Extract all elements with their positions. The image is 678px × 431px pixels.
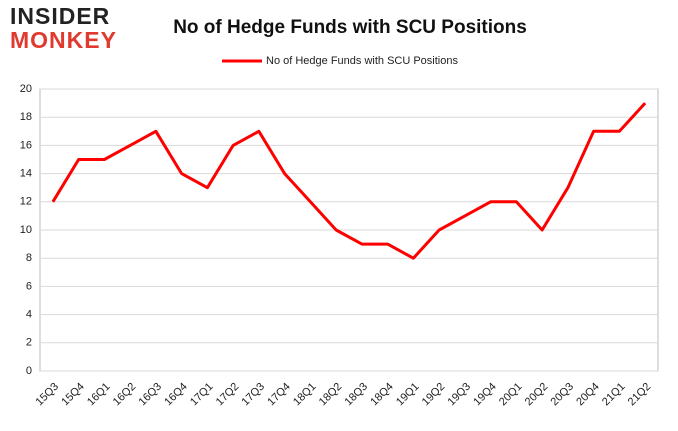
y-tick-label: 20 (20, 83, 32, 95)
chart-title: No of Hedge Funds with SCU Positions (173, 17, 527, 38)
x-tick-label: 16Q2 (111, 381, 139, 409)
x-tick-label: 18Q4 (368, 381, 396, 409)
x-tick-label: 18Q2 (317, 381, 345, 409)
x-tick-label: 19Q4 (471, 381, 499, 409)
y-tick-label: 18 (20, 111, 32, 123)
y-tick-label: 4 (26, 309, 32, 321)
x-tick-label: 18Q1 (291, 381, 319, 409)
x-tick-label: 15Q4 (59, 381, 87, 409)
x-tick-label: 17Q3 (240, 381, 268, 409)
y-tick-label: 14 (20, 168, 32, 180)
x-tick-label: 17Q1 (188, 381, 216, 409)
y-tick-label: 0 (26, 365, 32, 377)
x-tick-label: 18Q3 (343, 381, 371, 409)
y-tick-label: 2 (26, 337, 32, 349)
x-tick-label: 16Q4 (162, 381, 190, 409)
y-tick-label: 6 (26, 280, 32, 292)
y-tick-label: 10 (20, 224, 32, 236)
x-tick-label: 19Q1 (394, 381, 422, 409)
y-tick-label: 16 (20, 139, 32, 151)
logo-line1: INSIDER (10, 3, 110, 29)
x-tick-label: 20Q2 (523, 381, 551, 409)
x-tick-label: 15Q3 (34, 381, 62, 409)
x-tick-label: 20Q4 (574, 381, 602, 409)
data-line (51, 102, 647, 260)
legend-label: No of Hedge Funds with SCU Positions (266, 55, 458, 67)
y-tick-label: 12 (20, 196, 32, 208)
x-tick-label: 20Q1 (497, 381, 525, 409)
x-tick-label: 17Q4 (265, 381, 293, 409)
x-tick-label: 17Q2 (214, 381, 242, 409)
x-tick-label: 19Q2 (420, 381, 448, 409)
x-tick-label: 16Q3 (137, 381, 165, 409)
x-tick-label: 20Q3 (549, 381, 577, 409)
y-tick-label: 8 (26, 252, 32, 264)
logo-line2: MONKEY (10, 27, 117, 53)
x-tick-label: 16Q1 (85, 381, 113, 409)
x-tick-label: 21Q1 (600, 381, 628, 409)
x-tick-label: 19Q3 (446, 381, 474, 409)
x-tick-label: 21Q2 (626, 381, 654, 409)
